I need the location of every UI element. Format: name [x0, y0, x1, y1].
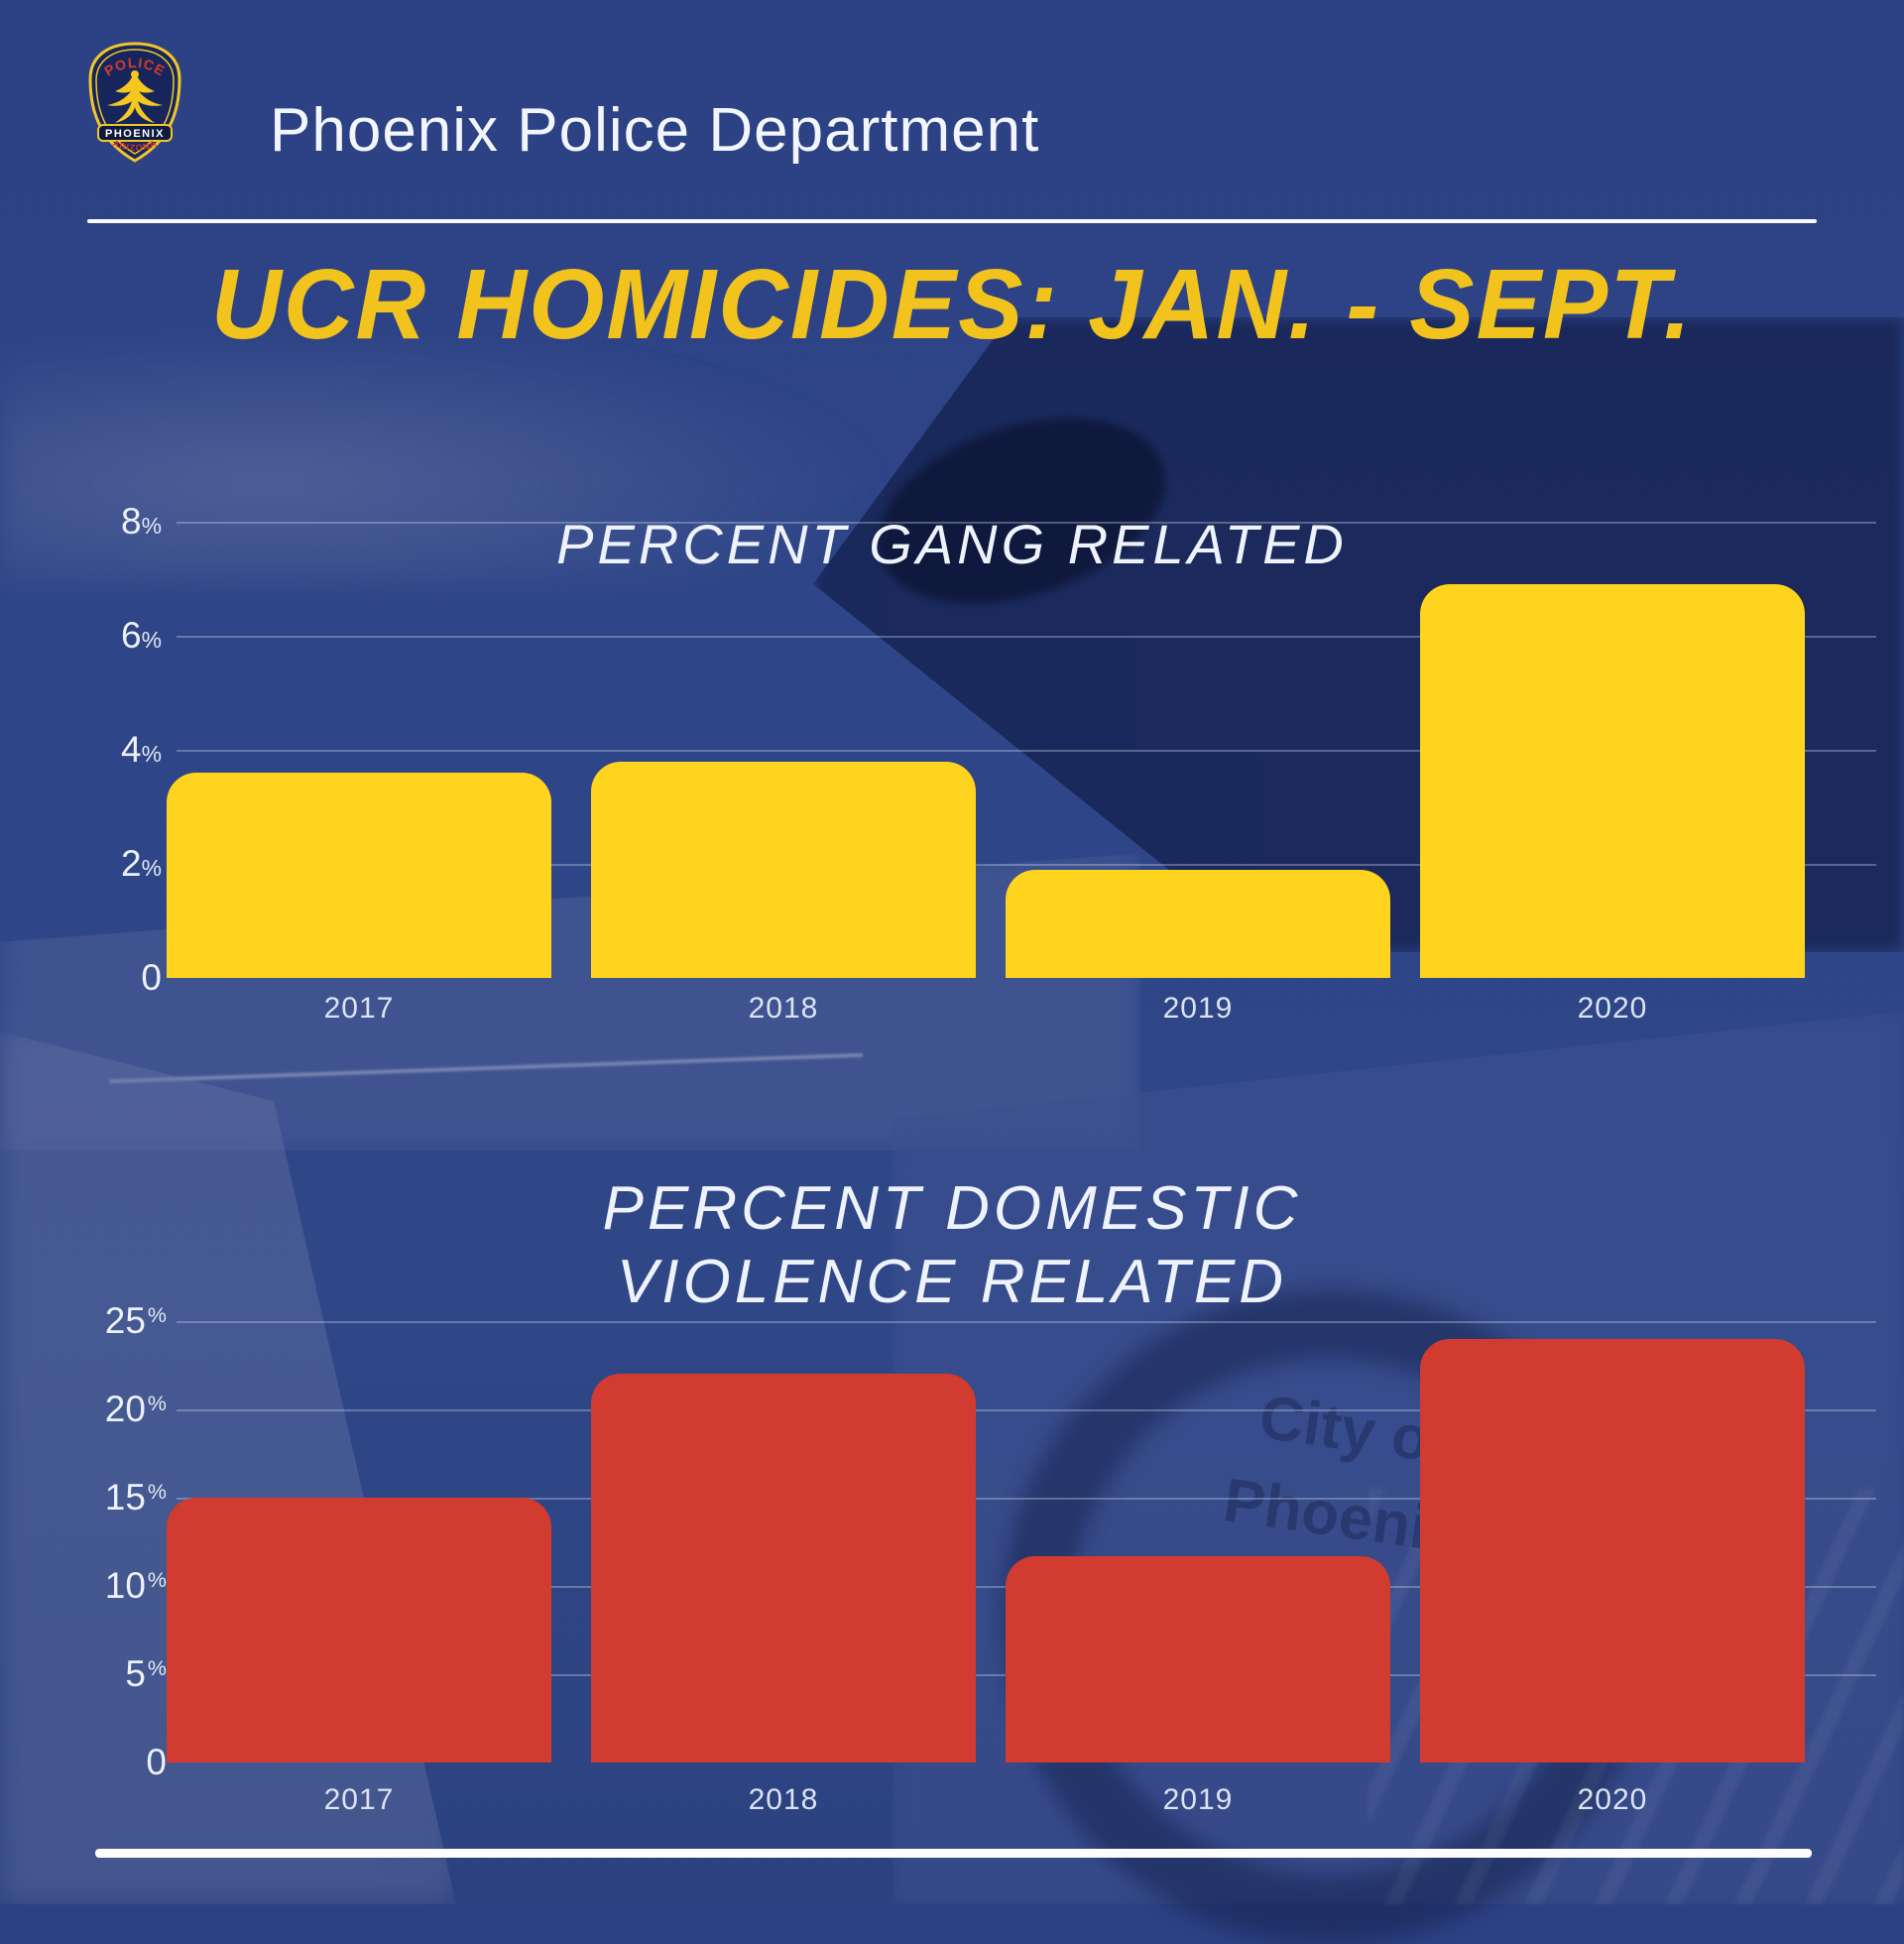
background-police-car-windshield [813, 317, 1904, 952]
gridline [177, 1586, 1876, 1588]
y-axis-tick-label: 10% [104, 1565, 167, 1606]
background-hood-reflection [109, 1052, 863, 1084]
org-name: Phoenix Police Department [270, 96, 1040, 165]
gridline [177, 1498, 1876, 1500]
y-axis-tick-label: 5% [125, 1653, 167, 1694]
x-axis-label-2019: 2019 [1162, 992, 1234, 1025]
bar-2017 [167, 773, 551, 978]
chart-title-dv-line-2: VIOLENCE RELATED [616, 1248, 1288, 1316]
gridline [177, 750, 1876, 752]
badge-phoenix-text: PHOENIX [105, 128, 165, 140]
y-axis-tick-label: 8% [121, 501, 162, 542]
background-car-mirror [854, 384, 1189, 638]
gridline [177, 1674, 1876, 1676]
badge-phoenix-bird [107, 71, 163, 123]
gridline [177, 1321, 1876, 1323]
background-car-hood [0, 853, 1140, 1151]
gridline [177, 1409, 1876, 1411]
city-of-phoenix-watermark: City of Phoenix [1121, 1357, 1577, 1591]
background-roadside [0, 1032, 456, 1904]
bar-2019 [1006, 869, 1390, 978]
bar-2018 [591, 1374, 976, 1762]
y-axis-tick-label: 2% [121, 843, 162, 884]
y-axis-tick-label: 6% [121, 615, 162, 656]
x-axis-label-2018: 2018 [748, 1783, 819, 1816]
x-axis-label-2017: 2017 [323, 992, 395, 1025]
y-axis-tick-label: 0 [141, 957, 162, 998]
phoenix-police-badge-logo: POLICE PHOENIX ARIZONA [88, 42, 181, 163]
chart-title-dv-line-1: PERCENT DOMESTIC [602, 1174, 1302, 1243]
header-divider [87, 219, 1817, 223]
gridline [177, 636, 1876, 638]
background-mountain-haze [0, 327, 892, 585]
svg-text:ARIZONA: ARIZONA [111, 138, 159, 153]
y-axis-tick-label: 20% [104, 1389, 167, 1429]
x-axis-label-2017: 2017 [323, 1783, 395, 1816]
x-axis-label-2020: 2020 [1577, 992, 1648, 1025]
badge-banner [97, 124, 173, 142]
gridline [177, 522, 1876, 524]
footer-divider [95, 1849, 1812, 1858]
y-axis-tick-label: 4% [121, 729, 162, 770]
y-axis-tick-label: 25% [104, 1300, 167, 1341]
bar-2017 [167, 1498, 551, 1762]
badge-arizona-text: ARIZONA [111, 138, 158, 153]
gridline [177, 864, 1876, 866]
y-axis-tick-label: 15% [104, 1477, 167, 1518]
bar-2018 [591, 761, 976, 978]
bar-2020 [1420, 584, 1805, 978]
x-axis-label-2019: 2019 [1162, 1783, 1234, 1816]
x-axis-label-2018: 2018 [748, 992, 819, 1025]
bar-2019 [1006, 1555, 1390, 1762]
chart-title-domestic-violence: PERCENT DOMESTIC VIOLENCE RELATED [0, 1172, 1904, 1319]
x-axis-label-2020: 2020 [1577, 1783, 1648, 1816]
page-title: UCR HOMICIDES: JAN. - SEPT. [211, 249, 1693, 360]
chart-title-gang: PERCENT GANG RELATED [556, 513, 1348, 575]
y-axis-tick-label: 0 [146, 1742, 167, 1782]
